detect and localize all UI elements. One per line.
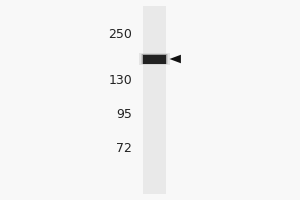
Text: 72: 72 [116, 142, 132, 156]
Bar [141, 54, 168, 64]
Polygon shape [169, 55, 181, 63]
Text: 130: 130 [108, 74, 132, 88]
Text: 95: 95 [116, 108, 132, 121]
Bar [139, 53, 170, 65]
Bar [143, 54, 166, 64]
Text: 250: 250 [108, 28, 132, 42]
Bar [142, 54, 167, 64]
Bar [143, 6, 166, 194]
